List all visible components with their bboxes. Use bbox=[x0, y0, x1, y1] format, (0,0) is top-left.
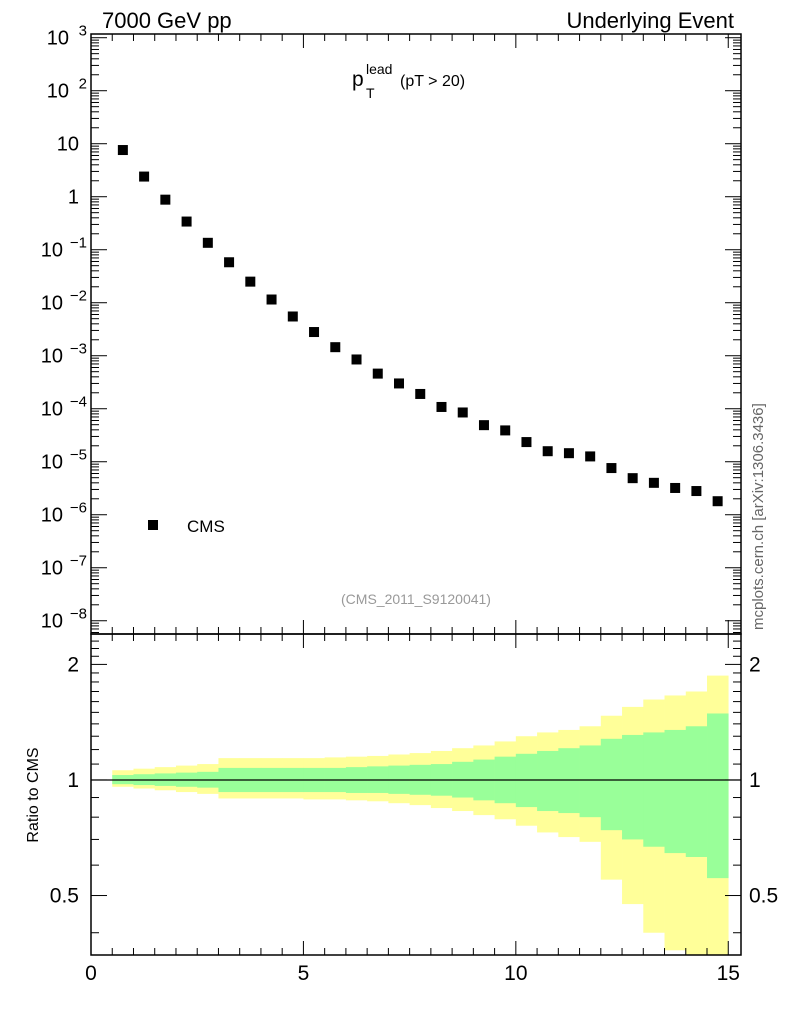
band-stat-uncertainty bbox=[600, 738, 623, 831]
y-tick-label: 10 bbox=[41, 452, 63, 474]
data-point bbox=[712, 496, 723, 507]
y-tick-label-exponent: −7 bbox=[70, 553, 87, 570]
ratio-y-tick-label-right: 0.5 bbox=[749, 885, 778, 908]
band-stat-uncertainty bbox=[558, 748, 580, 814]
band-stat-uncertainty bbox=[685, 726, 708, 857]
x-tick-label: 0 bbox=[85, 962, 97, 985]
band-stat-uncertainty bbox=[643, 732, 665, 847]
data-point bbox=[309, 327, 320, 338]
y-tick-label-exponent: −5 bbox=[70, 447, 87, 464]
data-point bbox=[181, 216, 192, 227]
plot-title: p lead T (pT > 20) bbox=[352, 61, 465, 101]
y-tick-label: 10 bbox=[41, 611, 63, 633]
data-point bbox=[670, 482, 681, 493]
data-point bbox=[224, 257, 235, 268]
data-point bbox=[394, 378, 405, 389]
data-point bbox=[139, 171, 150, 182]
y-tick-label-exponent: −8 bbox=[70, 606, 87, 623]
y-tick-label: 10 bbox=[41, 558, 63, 580]
analysis-title: Underlying Event bbox=[566, 8, 734, 33]
y-tick-label-exponent: −2 bbox=[70, 288, 87, 305]
y-tick-label: 10 bbox=[47, 81, 69, 103]
band-stat-uncertainty bbox=[537, 750, 559, 812]
main-plot-frame bbox=[90, 33, 742, 635]
data-point bbox=[415, 388, 426, 399]
y-tick-label: 10 bbox=[41, 505, 63, 527]
data-point bbox=[160, 194, 171, 205]
y-tick-label-exponent: 2 bbox=[79, 76, 87, 93]
data-point bbox=[542, 446, 553, 457]
data-point bbox=[478, 420, 489, 431]
y-tick-label: 10 bbox=[47, 28, 69, 50]
data-point bbox=[436, 401, 447, 412]
band-stat-uncertainty bbox=[622, 734, 644, 840]
energy-label: 7000 GeV pp bbox=[102, 8, 232, 33]
ratio-y-tick-label-left: 0.5 bbox=[50, 885, 79, 908]
title-superscript: lead bbox=[366, 61, 392, 77]
data-point bbox=[372, 368, 383, 379]
y-tick-label: 10 bbox=[41, 346, 63, 368]
band-stat-uncertainty bbox=[579, 745, 602, 818]
data-point bbox=[457, 407, 468, 418]
data-point bbox=[351, 354, 362, 365]
y-tick-label-exponent: 3 bbox=[79, 23, 87, 40]
x-tick-label: 5 bbox=[298, 962, 310, 985]
x-tick-label: 10 bbox=[504, 962, 527, 985]
ratio-y-tick-label-right: 1 bbox=[749, 769, 761, 792]
ratio-y-tick-label-right: 2 bbox=[749, 653, 761, 676]
ratio-plot-frame bbox=[90, 633, 742, 956]
title-symbol: p bbox=[352, 68, 364, 91]
data-point bbox=[521, 437, 532, 448]
legend-label: CMS bbox=[187, 517, 225, 536]
data-point bbox=[585, 451, 596, 462]
data-point bbox=[563, 448, 574, 459]
x-tick-label: 15 bbox=[717, 962, 740, 985]
y-tick-label: 1 bbox=[68, 187, 79, 209]
y-tick-label-exponent: −6 bbox=[70, 500, 87, 517]
title-subscript: T bbox=[366, 85, 375, 101]
data-point bbox=[691, 486, 702, 497]
title-suffix: (pT > 20) bbox=[400, 73, 465, 90]
data-point bbox=[245, 276, 256, 287]
ratio-y-tick-label-left: 2 bbox=[67, 653, 79, 676]
data-point bbox=[627, 473, 638, 484]
data-point bbox=[202, 237, 213, 248]
ratio-y-axis-label: Ratio to CMS bbox=[25, 747, 42, 842]
ratio-bands bbox=[112, 675, 729, 955]
analysis-id-watermark: (CMS_2011_S9120041) bbox=[341, 591, 491, 607]
y-tick-label: 10 bbox=[41, 293, 63, 315]
y-tick-label: 10 bbox=[57, 134, 79, 156]
data-point bbox=[117, 145, 128, 156]
y-tick-label-exponent: −4 bbox=[70, 394, 87, 411]
data-point bbox=[266, 294, 277, 305]
data-point bbox=[500, 425, 511, 436]
ratio-y-tick-label-left: 1 bbox=[67, 769, 79, 792]
data-point bbox=[606, 463, 617, 474]
band-stat-uncertainty bbox=[707, 713, 729, 879]
data-point bbox=[330, 342, 341, 353]
legend-marker bbox=[148, 520, 158, 530]
y-tick-label-exponent: −3 bbox=[70, 341, 87, 358]
data-point bbox=[648, 477, 659, 488]
y-tick-label-exponent: −1 bbox=[70, 235, 87, 252]
y-tick-label: 10 bbox=[41, 399, 63, 421]
band-stat-uncertainty bbox=[664, 729, 687, 854]
data-point bbox=[287, 311, 298, 322]
y-tick-label: 10 bbox=[41, 240, 63, 262]
